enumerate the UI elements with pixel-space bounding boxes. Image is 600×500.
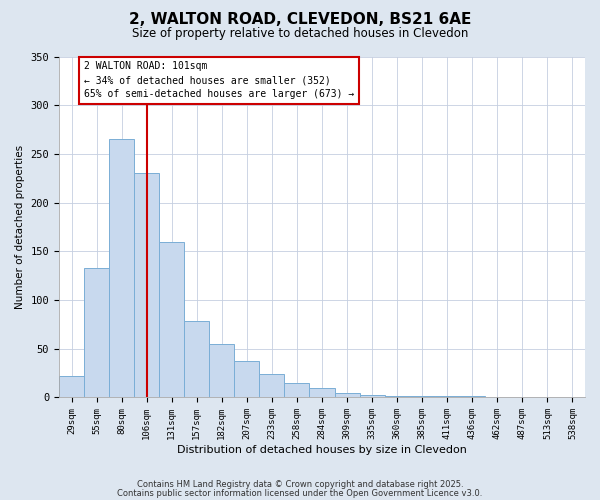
Bar xyxy=(310,388,335,398)
Bar xyxy=(385,396,410,398)
Bar xyxy=(284,383,310,398)
X-axis label: Distribution of detached houses by size in Clevedon: Distribution of detached houses by size … xyxy=(177,445,467,455)
Bar xyxy=(460,396,485,398)
Y-axis label: Number of detached properties: Number of detached properties xyxy=(15,145,25,309)
Bar xyxy=(359,394,385,398)
Text: Size of property relative to detached houses in Clevedon: Size of property relative to detached ho… xyxy=(132,28,468,40)
Text: 2, WALTON ROAD, CLEVEDON, BS21 6AE: 2, WALTON ROAD, CLEVEDON, BS21 6AE xyxy=(129,12,471,28)
Bar xyxy=(109,140,134,398)
Bar xyxy=(59,376,84,398)
Bar xyxy=(435,396,460,398)
Text: Contains public sector information licensed under the Open Government Licence v3: Contains public sector information licen… xyxy=(118,488,482,498)
Bar xyxy=(159,242,184,398)
Bar xyxy=(235,362,259,398)
Bar xyxy=(259,374,284,398)
Text: 2 WALTON ROAD: 101sqm
← 34% of detached houses are smaller (352)
65% of semi-det: 2 WALTON ROAD: 101sqm ← 34% of detached … xyxy=(84,62,355,100)
Bar xyxy=(84,268,109,398)
Bar xyxy=(410,396,435,398)
Bar xyxy=(184,322,209,398)
Text: Contains HM Land Registry data © Crown copyright and database right 2025.: Contains HM Land Registry data © Crown c… xyxy=(137,480,463,489)
Bar xyxy=(134,174,159,398)
Bar xyxy=(335,392,359,398)
Bar xyxy=(209,344,235,398)
